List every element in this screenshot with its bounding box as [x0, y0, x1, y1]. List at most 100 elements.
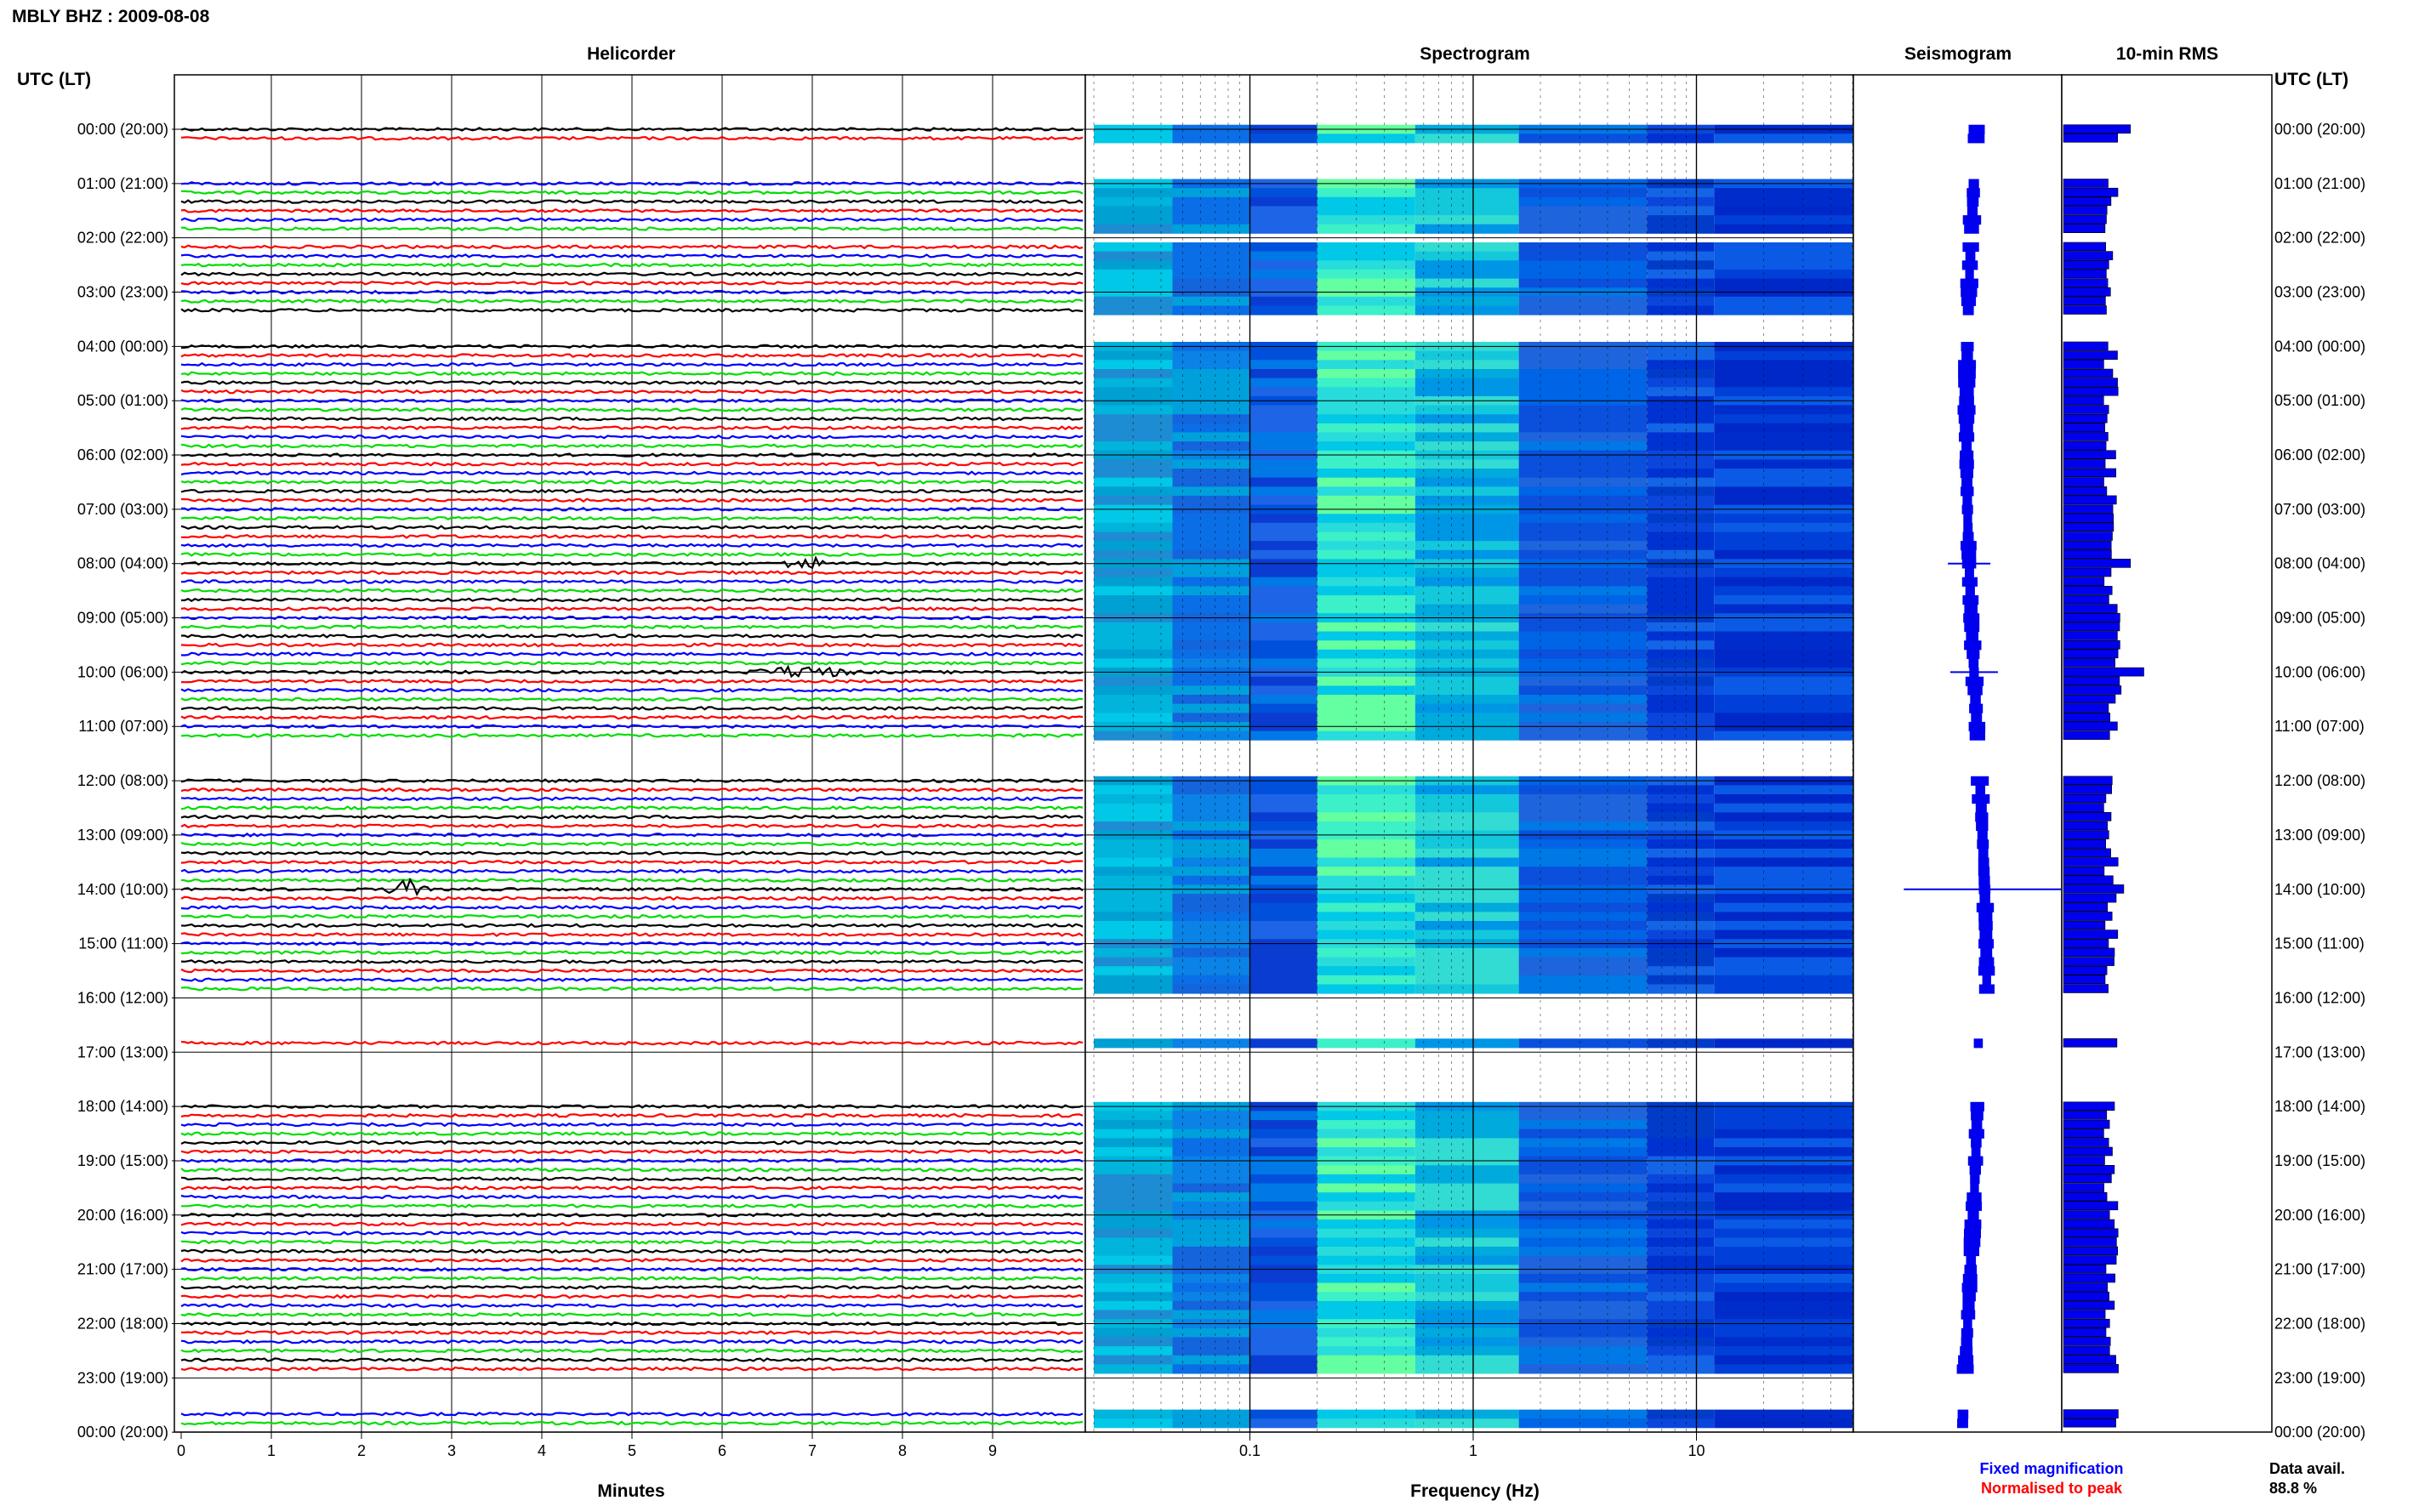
- time-label-right: 08:00 (04:00): [2274, 555, 2365, 572]
- spectrogram-cell: [1317, 251, 1415, 261]
- spectrogram-cell: [1094, 848, 1173, 858]
- spectrogram-cell: [1172, 794, 1250, 804]
- spectrogram-cell: [1172, 1165, 1250, 1175]
- spectrogram-cell: [1518, 541, 1648, 551]
- spectrogram-cell: [1518, 522, 1648, 532]
- spectrogram-cell: [1518, 984, 1648, 994]
- spectrogram-cell: [1518, 224, 1648, 234]
- spectrogram-cell: [1317, 695, 1415, 705]
- spectrogram-cell: [1647, 477, 1715, 487]
- helicorder-trace: [180, 1212, 1084, 1218]
- spectrogram-cell: [1518, 794, 1648, 804]
- helicorder-trace: [180, 651, 1084, 657]
- spectrogram-cell: [1172, 305, 1250, 315]
- spectrogram-cell: [1518, 242, 1648, 253]
- spectrogram-cell: [1414, 350, 1519, 361]
- seismogram-segment: [1959, 387, 1974, 397]
- seismogram-segment: [1982, 975, 1991, 985]
- spectrogram-cell: [1714, 1300, 1853, 1310]
- helicorder-trace: [180, 823, 1084, 829]
- seismogram-segment: [1978, 875, 1990, 885]
- helicorder-trace: [180, 1330, 1084, 1336]
- spectrogram-cell: [1317, 1120, 1415, 1130]
- seismogram-segment: [1963, 514, 1972, 524]
- spectrogram-cell: [1647, 1228, 1715, 1238]
- spectrogram-cell: [1094, 984, 1173, 994]
- spectrogram-cell: [1172, 441, 1250, 452]
- spectrogram-cell: [1317, 1247, 1415, 1257]
- rms-bar: [2063, 604, 2118, 613]
- seismogram-segment: [1959, 395, 1974, 406]
- spectrogram-cell: [1249, 622, 1318, 632]
- spectrogram-cell: [1317, 1038, 1415, 1049]
- spectrogram-cell: [1647, 1274, 1715, 1284]
- spectrogram-cell: [1249, 812, 1318, 822]
- spectrogram-cell: [1249, 1274, 1318, 1284]
- spectrogram-cell: [1317, 242, 1415, 253]
- station-date-title: MBLY BHZ : 2009-08-08: [12, 7, 210, 26]
- minute-tick-label: 3: [447, 1442, 456, 1459]
- spectrogram-cell: [1518, 369, 1648, 379]
- spectrogram-cell: [1647, 867, 1715, 877]
- spectrogram-cell: [1249, 577, 1318, 587]
- spectrogram-cell: [1172, 522, 1250, 532]
- spectrogram-cell: [1647, 531, 1715, 542]
- time-label-left: 11:00 (07:00): [78, 718, 168, 735]
- rms-bar: [2063, 179, 2109, 188]
- spectrogram-cell: [1317, 622, 1415, 632]
- spectrogram-cell: [1647, 215, 1715, 225]
- spectrogram-cell: [1518, 215, 1648, 225]
- spectrogram-cell: [1714, 188, 1853, 198]
- spectrogram-cell: [1414, 305, 1519, 315]
- spectrogram-cell: [1414, 1327, 1519, 1338]
- spectrogram-cell: [1714, 1310, 1853, 1320]
- seismogram-segment: [1962, 531, 1974, 542]
- seismogram-segment: [1967, 685, 1983, 696]
- helicorder-trace: [180, 307, 1084, 313]
- spectrogram-cell: [1172, 947, 1250, 958]
- spectrogram-cell: [1414, 785, 1519, 795]
- helicorder-trace: [180, 805, 1084, 810]
- rms-bar: [2063, 1255, 2117, 1265]
- spectrogram-cell: [1317, 1337, 1415, 1347]
- spectrogram-cell: [1414, 803, 1519, 813]
- spectrogram-cell: [1647, 1219, 1715, 1230]
- spectrogram-cell: [1172, 1174, 1250, 1184]
- rms-bar: [2063, 513, 2114, 523]
- spectrogram-cell: [1094, 695, 1173, 705]
- rms-bar: [2063, 1138, 2109, 1147]
- spectrogram-cell: [1249, 414, 1318, 424]
- minute-tick-label: 9: [988, 1442, 997, 1459]
- spectrogram-cell: [1317, 224, 1415, 234]
- spectrogram-cell: [1414, 577, 1519, 587]
- seismogram-segment: [1959, 432, 1975, 442]
- spectrogram-cell: [1714, 514, 1853, 524]
- spectrogram-cell: [1518, 595, 1648, 605]
- time-label-left: 22:00 (18:00): [77, 1315, 168, 1332]
- rms-bar: [2063, 1327, 2107, 1338]
- spectrogram-cell: [1414, 604, 1519, 614]
- spectrogram-cell: [1647, 785, 1715, 795]
- rms-bar: [2063, 1300, 2115, 1310]
- spectrogram-cell: [1414, 1111, 1519, 1121]
- spectrogram-cell: [1249, 1201, 1318, 1211]
- seismogram-segment: [1968, 658, 1979, 668]
- time-label-left: 12:00 (08:00): [77, 772, 168, 789]
- helicorder-trace: [180, 1339, 1084, 1344]
- spectrogram-cell: [1414, 1147, 1519, 1157]
- spectrogram-cell: [1714, 432, 1853, 442]
- rms-bar: [2063, 793, 2107, 804]
- spectrogram-cell: [1172, 1192, 1250, 1202]
- spectrogram-cell: [1414, 622, 1519, 632]
- spectrogram-cell: [1414, 522, 1519, 532]
- helicorder-trace: [180, 1104, 1084, 1110]
- spectrogram-cell: [1414, 242, 1519, 253]
- spectrogram-cell: [1317, 1274, 1415, 1284]
- helicorder-trace: [180, 1149, 1084, 1155]
- helicorder-trace: [180, 1167, 1084, 1173]
- spectrogram-cell: [1172, 848, 1250, 858]
- helicorder-trace: [180, 217, 1084, 223]
- spectrogram-cell: [1249, 196, 1318, 207]
- spectrogram-cell: [1172, 1183, 1250, 1193]
